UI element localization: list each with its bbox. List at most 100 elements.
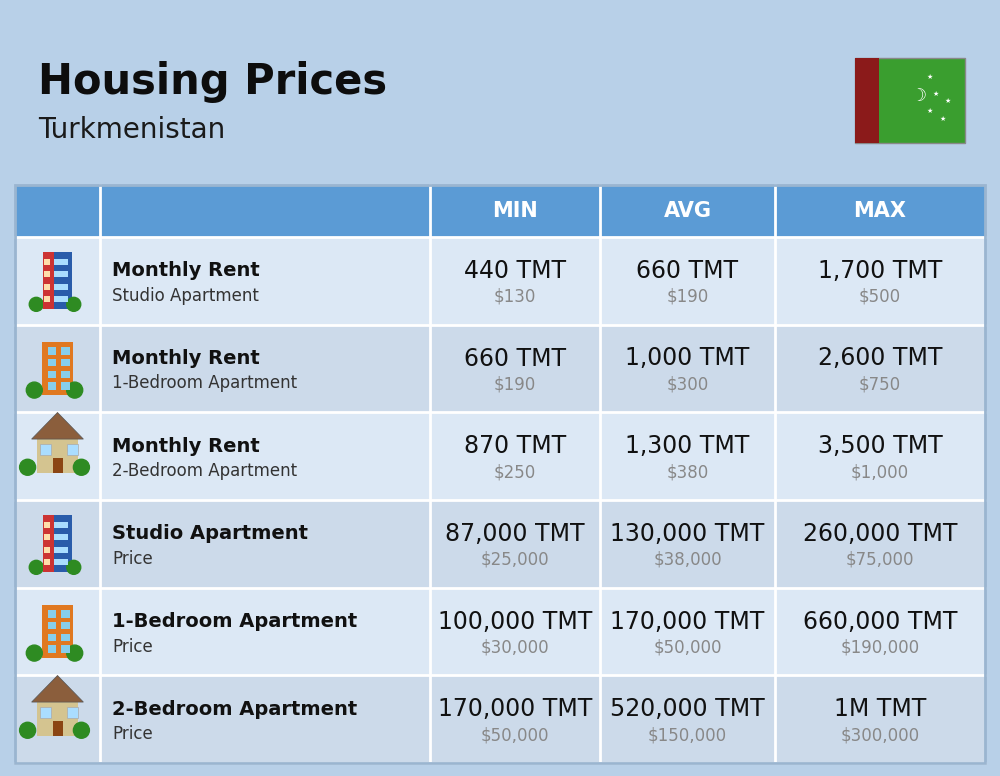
Text: ★: ★ (944, 98, 951, 103)
Text: 3,500 TMT: 3,500 TMT (818, 434, 942, 458)
Text: $1,000: $1,000 (851, 463, 909, 481)
Text: 1-Bedroom Apartment: 1-Bedroom Apartment (112, 375, 297, 393)
FancyBboxPatch shape (855, 58, 879, 143)
FancyBboxPatch shape (61, 371, 70, 378)
Text: 520,000 TMT: 520,000 TMT (610, 697, 765, 721)
Text: $380: $380 (666, 463, 709, 481)
FancyBboxPatch shape (61, 622, 70, 629)
Text: Studio Apartment: Studio Apartment (112, 525, 308, 543)
Circle shape (20, 722, 36, 738)
FancyBboxPatch shape (54, 284, 60, 290)
FancyBboxPatch shape (43, 252, 54, 310)
FancyBboxPatch shape (61, 284, 68, 290)
FancyBboxPatch shape (48, 347, 56, 355)
Text: 660 TMT: 660 TMT (636, 259, 739, 282)
Text: $150,000: $150,000 (648, 726, 727, 744)
Text: MIN: MIN (492, 201, 538, 221)
FancyBboxPatch shape (48, 359, 56, 366)
FancyBboxPatch shape (37, 439, 78, 473)
Text: 660,000 TMT: 660,000 TMT (803, 609, 957, 633)
Circle shape (26, 382, 42, 398)
Text: 170,000 TMT: 170,000 TMT (438, 697, 592, 721)
FancyBboxPatch shape (44, 559, 50, 566)
Text: $50,000: $50,000 (481, 726, 549, 744)
Text: Price: Price (112, 550, 153, 568)
FancyBboxPatch shape (61, 547, 68, 553)
FancyBboxPatch shape (61, 610, 70, 618)
Circle shape (67, 297, 81, 311)
FancyBboxPatch shape (54, 522, 60, 528)
FancyBboxPatch shape (61, 347, 70, 355)
Text: 2,600 TMT: 2,600 TMT (818, 347, 942, 370)
FancyBboxPatch shape (42, 342, 73, 395)
FancyBboxPatch shape (48, 622, 56, 629)
FancyBboxPatch shape (52, 459, 62, 473)
Text: $750: $750 (859, 376, 901, 393)
Text: $190,000: $190,000 (840, 639, 920, 656)
Text: 260,000 TMT: 260,000 TMT (803, 521, 957, 546)
Text: 870 TMT: 870 TMT (464, 434, 566, 458)
FancyBboxPatch shape (66, 707, 78, 718)
Text: ★: ★ (927, 74, 933, 80)
Text: Turkmenistan: Turkmenistan (38, 116, 225, 144)
Text: 1M TMT: 1M TMT (834, 697, 926, 721)
Text: 130,000 TMT: 130,000 TMT (610, 521, 765, 546)
Text: ☽: ☽ (911, 87, 927, 106)
Text: $50,000: $50,000 (653, 639, 722, 656)
Text: $500: $500 (859, 288, 901, 306)
Circle shape (73, 459, 89, 475)
FancyBboxPatch shape (61, 296, 68, 303)
Text: AVG: AVG (664, 201, 712, 221)
FancyBboxPatch shape (44, 259, 50, 265)
Text: $130: $130 (494, 288, 536, 306)
FancyBboxPatch shape (44, 522, 50, 528)
FancyBboxPatch shape (61, 634, 70, 641)
Text: Monthly Rent: Monthly Rent (112, 349, 260, 368)
FancyBboxPatch shape (54, 547, 60, 553)
Text: $75,000: $75,000 (846, 551, 914, 569)
Text: $250: $250 (494, 463, 536, 481)
Circle shape (67, 560, 81, 574)
Text: MAX: MAX (854, 201, 906, 221)
Text: 660 TMT: 660 TMT (464, 347, 566, 370)
FancyBboxPatch shape (43, 515, 54, 573)
Text: 2-Bedroom Apartment: 2-Bedroom Apartment (112, 700, 357, 719)
FancyBboxPatch shape (44, 284, 50, 290)
FancyBboxPatch shape (61, 383, 70, 390)
Text: 440 TMT: 440 TMT (464, 259, 566, 282)
Text: ★: ★ (940, 116, 946, 122)
FancyBboxPatch shape (66, 444, 78, 456)
FancyBboxPatch shape (42, 605, 73, 658)
FancyBboxPatch shape (37, 702, 78, 736)
Text: ★: ★ (927, 108, 933, 114)
FancyBboxPatch shape (52, 721, 62, 736)
Circle shape (26, 645, 42, 661)
FancyBboxPatch shape (43, 515, 72, 573)
FancyBboxPatch shape (54, 559, 60, 566)
Circle shape (67, 645, 83, 661)
FancyBboxPatch shape (15, 675, 985, 763)
Circle shape (20, 459, 36, 475)
FancyBboxPatch shape (43, 252, 72, 310)
FancyBboxPatch shape (44, 547, 50, 553)
Text: $25,000: $25,000 (481, 551, 549, 569)
FancyBboxPatch shape (61, 259, 68, 265)
FancyBboxPatch shape (44, 535, 50, 540)
Text: 87,000 TMT: 87,000 TMT (445, 521, 585, 546)
Text: 2-Bedroom Apartment: 2-Bedroom Apartment (112, 462, 297, 480)
FancyBboxPatch shape (54, 296, 60, 303)
Text: $30,000: $30,000 (481, 639, 549, 656)
Text: 1,000 TMT: 1,000 TMT (625, 347, 750, 370)
Text: 100,000 TMT: 100,000 TMT (438, 609, 592, 633)
Text: Housing Prices: Housing Prices (38, 61, 387, 103)
FancyBboxPatch shape (48, 383, 56, 390)
FancyBboxPatch shape (61, 646, 70, 653)
FancyBboxPatch shape (61, 522, 68, 528)
Text: $300,000: $300,000 (840, 726, 920, 744)
Polygon shape (32, 675, 83, 702)
Polygon shape (32, 413, 83, 439)
Text: ★: ★ (932, 91, 938, 97)
Circle shape (67, 382, 83, 398)
FancyBboxPatch shape (15, 500, 985, 587)
Text: Price: Price (112, 725, 153, 743)
